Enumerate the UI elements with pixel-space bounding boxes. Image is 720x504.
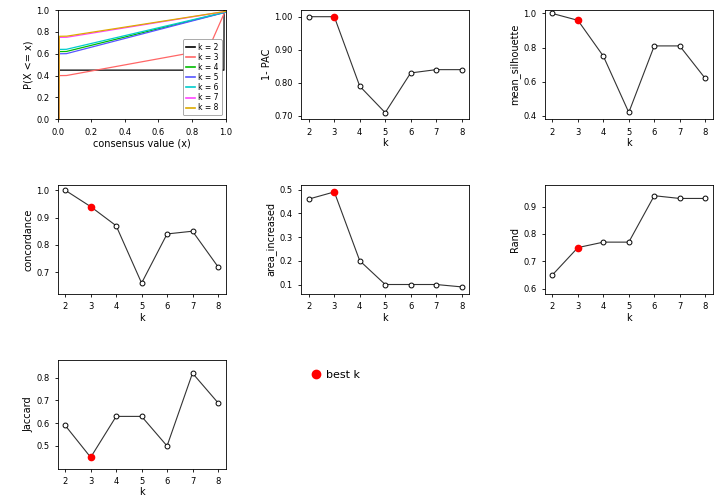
X-axis label: k: k: [139, 487, 145, 497]
X-axis label: k: k: [382, 312, 388, 323]
Y-axis label: mean_silhouette: mean_silhouette: [510, 24, 521, 105]
Y-axis label: Rand: Rand: [510, 227, 521, 252]
Y-axis label: P(X <= x): P(X <= x): [23, 40, 33, 89]
Legend: k = 2, k = 3, k = 4, k = 5, k = 6, k = 7, k = 8: k = 2, k = 3, k = 4, k = 5, k = 6, k = 7…: [183, 39, 222, 115]
Y-axis label: 1- PAC: 1- PAC: [261, 49, 271, 80]
X-axis label: k: k: [382, 138, 388, 148]
Y-axis label: area_increased: area_increased: [266, 203, 276, 276]
Legend: best k: best k: [307, 365, 364, 384]
Y-axis label: concordance: concordance: [23, 208, 33, 271]
X-axis label: k: k: [139, 312, 145, 323]
X-axis label: consensus value (x): consensus value (x): [93, 138, 191, 148]
X-axis label: k: k: [626, 312, 631, 323]
Y-axis label: Jaccard: Jaccard: [23, 396, 33, 432]
X-axis label: k: k: [626, 138, 631, 148]
